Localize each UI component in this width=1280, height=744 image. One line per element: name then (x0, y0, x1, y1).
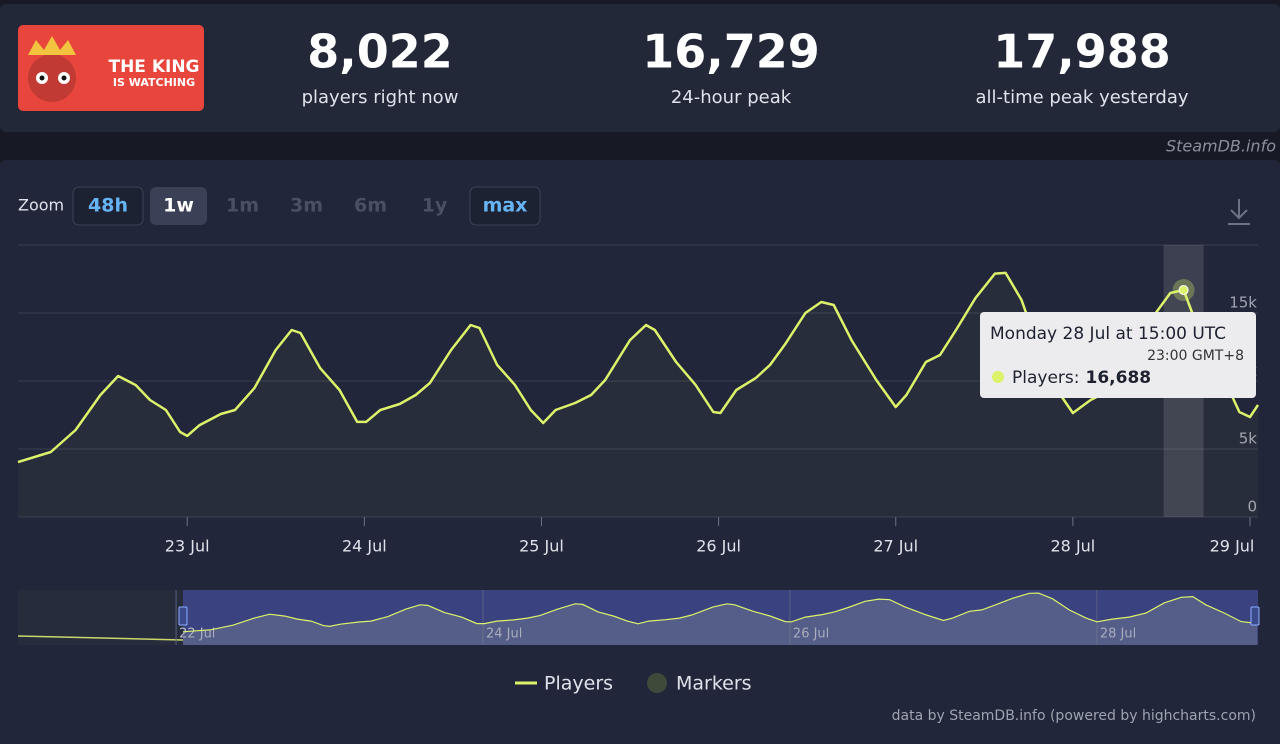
navigator-handle[interactable] (178, 606, 188, 626)
zoom-button[interactable] (72, 186, 144, 226)
line-area (18, 272, 1258, 517)
zoom-button-label[interactable]: 48h (88, 195, 128, 217)
legend-label[interactable]: Markers (676, 673, 752, 695)
stat-value: 16,729 (642, 25, 820, 79)
logo-text: THE KING (108, 57, 199, 77)
x-tick-label: 24 Jul (342, 537, 387, 556)
logo-face (28, 54, 76, 102)
x-tick-label: 27 Jul (873, 537, 918, 556)
tooltip-subtitle: 23:00 GMT+8 (1147, 348, 1244, 364)
x-tick-label: 23 Jul (165, 537, 210, 556)
navigator-selection (182, 590, 1259, 645)
navigator-area (182, 593, 1258, 645)
stat-value: 8,022 (307, 25, 453, 79)
navigator-tick-label: 24 Jul (486, 627, 522, 642)
legend-marker (647, 673, 667, 693)
logo-crown (28, 36, 76, 55)
tooltip-title: Monday 28 Jul at 15:00 UTC (990, 324, 1226, 344)
stat-label: players right now (302, 87, 459, 108)
zoom-button-label: 6m (354, 195, 387, 217)
download-glyph (1228, 199, 1250, 225)
credits: data by SteamDB.info (powered by highcha… (892, 708, 1256, 724)
y-tick-label: 5k (1239, 430, 1258, 448)
x-tick-label: 28 Jul (1051, 537, 1096, 556)
x-tick-label: 25 Jul (519, 537, 564, 556)
x-tick-label: 29 Jul (1210, 537, 1255, 556)
logo-pupil (61, 75, 67, 81)
zoom-button-label: 1m (226, 195, 259, 217)
zoom-button-label: 3m (290, 195, 323, 217)
zoom-button[interactable] (150, 187, 207, 225)
watermark: SteamDB.info (1166, 137, 1276, 156)
navigator-history (17, 635, 183, 641)
navigator-tick-label: 28 Jul (1100, 627, 1136, 642)
stat-value: 17,988 (993, 25, 1171, 79)
legend-label[interactable]: Players (544, 673, 613, 695)
x-tick-label: 26 Jul (696, 537, 741, 556)
zoom-button[interactable] (469, 186, 541, 226)
zoom-button-label: 1y (422, 195, 448, 217)
zoom-button-label[interactable]: 1w (163, 195, 194, 217)
navigator-tick-label: 26 Jul (793, 627, 829, 642)
tooltip-value: 16,688 (1086, 368, 1152, 388)
stat-label: 24-hour peak (671, 87, 792, 108)
tooltip-series: Players: (1012, 368, 1080, 388)
download-icon[interactable] (1228, 199, 1250, 225)
tooltip-dot (992, 371, 1004, 383)
y-tick-label: 15k (1229, 294, 1257, 312)
navigator-line (182, 592, 1258, 633)
zoom-label: Zoom (18, 196, 64, 215)
logo-pupil (39, 75, 45, 81)
zoom-button-label[interactable]: max (483, 195, 528, 217)
hover-point (1178, 285, 1189, 296)
logo-text: IS WATCHING (113, 76, 195, 89)
tooltip (980, 312, 1256, 398)
navigator-handle[interactable] (1250, 606, 1260, 626)
stat-label: all-time peak yesterday (975, 87, 1188, 108)
y-tick-label: 0 (1247, 498, 1257, 516)
stats-panel (0, 4, 1280, 132)
